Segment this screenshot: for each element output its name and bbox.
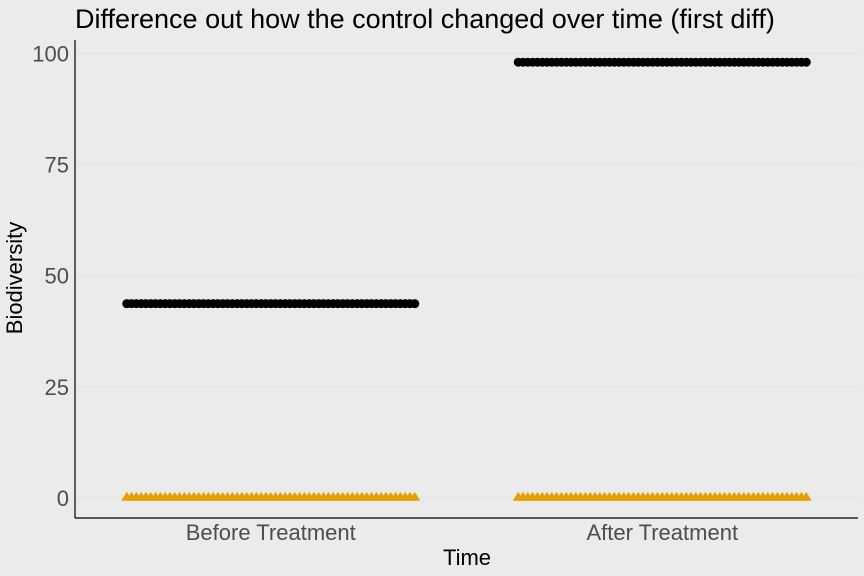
data-point	[801, 57, 811, 67]
x-tick-label: Before Treatment	[186, 520, 356, 545]
y-axis-title: Biodiversity	[2, 222, 27, 334]
circle-point-group	[122, 299, 420, 309]
axes: 0 25 50 75 100 Before Treatment After Treatmen…	[32, 40, 858, 545]
data-point	[800, 491, 812, 501]
triangle-point-group	[512, 491, 812, 501]
triangle-point-group	[121, 491, 421, 501]
gridlines	[75, 52, 858, 499]
data-point	[409, 491, 421, 501]
circle-point-group	[513, 57, 811, 67]
data-point	[410, 299, 420, 309]
chart-title: Difference out how the control changed o…	[75, 4, 775, 34]
y-tick-label: 0	[57, 486, 69, 511]
y-tick-label: 25	[45, 375, 69, 400]
y-tick-label: 75	[45, 153, 69, 178]
data-marks	[121, 57, 812, 501]
x-axis-title: Time	[443, 545, 491, 570]
x-tick-label: After Treatment	[586, 520, 738, 545]
y-tick-label: 50	[45, 264, 69, 289]
y-tick-label: 100	[32, 41, 69, 66]
